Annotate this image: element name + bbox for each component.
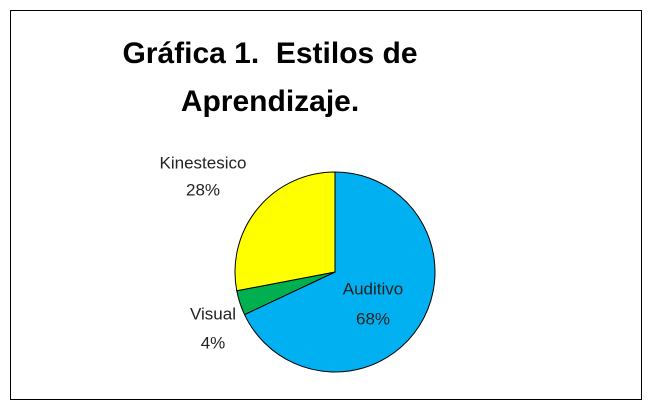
slice-value-label: 28% bbox=[186, 180, 220, 199]
slice-label: Auditivo bbox=[343, 279, 403, 298]
pie-slice bbox=[234, 171, 336, 292]
chart-title: Gráfica 1. Estilos de Aprendizaje. bbox=[122, 37, 425, 118]
slice-label: Kinestesico bbox=[160, 153, 247, 172]
chart-border bbox=[10, 10, 642, 400]
slice-value-label: 68% bbox=[356, 309, 390, 328]
slice-value-label: 4% bbox=[201, 333, 226, 352]
slice-label: Visual bbox=[190, 304, 236, 323]
pie-slice bbox=[243, 171, 436, 373]
